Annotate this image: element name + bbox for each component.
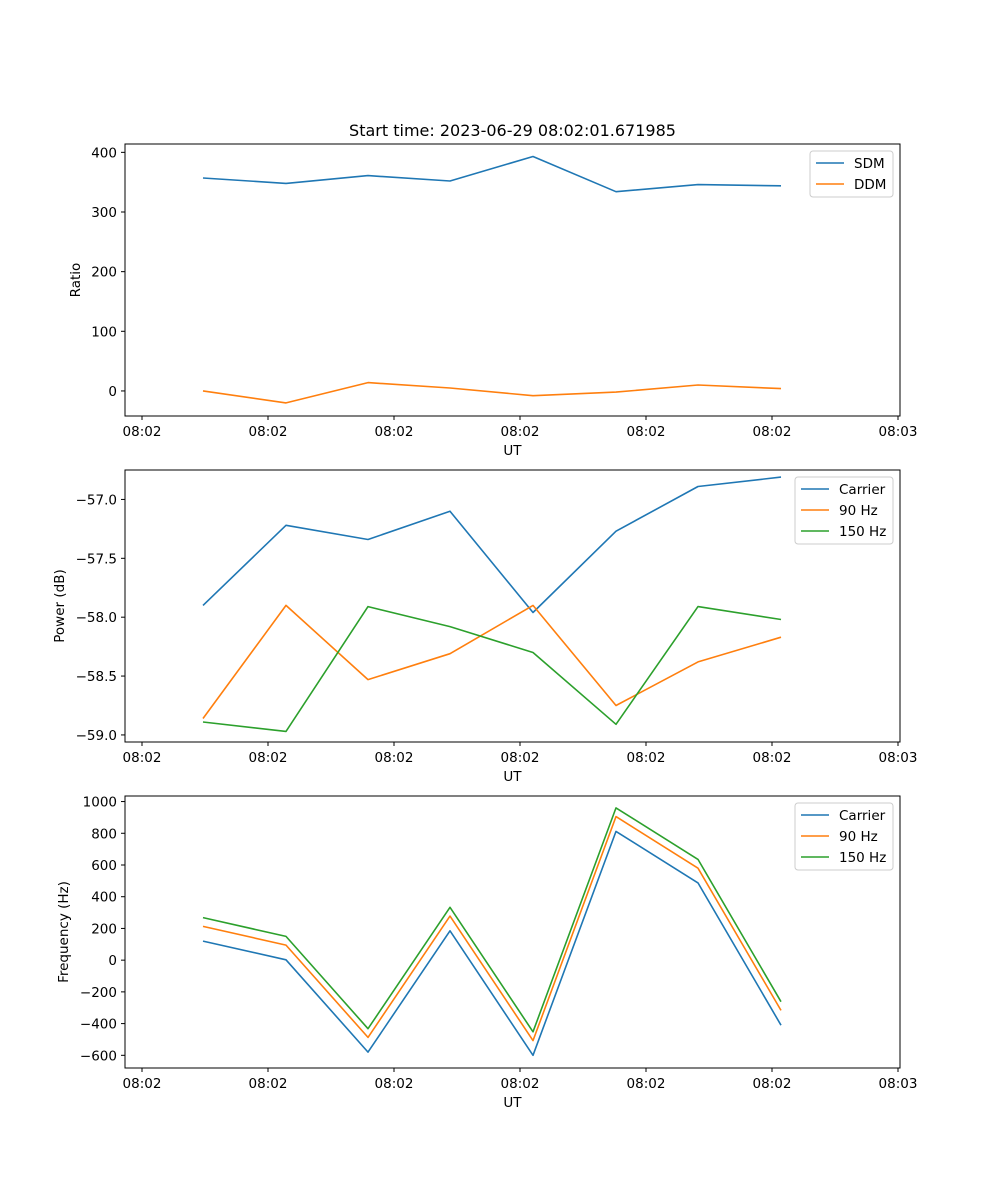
- figure-title: Start time: 2023-06-29 08:02:01.671985: [349, 121, 676, 140]
- y-tick-label: −59.0: [76, 728, 117, 744]
- legend-label: DDM: [854, 177, 886, 193]
- y-tick-label: 0: [108, 953, 117, 969]
- x-tick-label: 08:02: [123, 424, 162, 440]
- y-tick-label: 100: [91, 324, 117, 340]
- legend-label: SDM: [854, 156, 885, 172]
- chart-panel-1: 08:02 08:02 08:02 08:02 08:02 08:02 08:03 UT 0 10…: [68, 143, 918, 459]
- y-tick-label: 800: [91, 826, 117, 842]
- y-tick-label: 600: [91, 858, 117, 874]
- y-axis-label: Power (dB): [52, 569, 68, 642]
- x-tick-label: 08:02: [123, 750, 162, 766]
- legend-label: Carrier: [839, 808, 886, 824]
- y-tick-label: 200: [91, 921, 117, 937]
- legend-box: [794, 802, 894, 871]
- x-tick-label: 08:02: [249, 750, 288, 766]
- legend-box: [794, 476, 894, 545]
- chart-panel-3: 08:02 08:02 08:02 08:02 08:02 08:02 08:03 UT −60…: [56, 795, 917, 1111]
- series-line-carrier: [202, 830, 782, 1057]
- legend: Carrier 90 Hz 150 Hz: [794, 476, 894, 545]
- x-tick-label: 08:02: [753, 1076, 792, 1092]
- x-tick-label: 08:02: [627, 750, 666, 766]
- y-tick-label: −600: [80, 1048, 117, 1064]
- series-line-ddm: [202, 381, 782, 404]
- x-tick-label: 08:02: [249, 424, 288, 440]
- x-axis-label: UT: [503, 443, 522, 459]
- x-tick-label: 08:02: [501, 750, 540, 766]
- x-tick-label: 08:02: [375, 750, 414, 766]
- legend-label: 150 Hz: [839, 850, 886, 866]
- y-tick-label: −58.5: [76, 669, 117, 685]
- x-tick-label: 08:02: [123, 1076, 162, 1092]
- x-tick-label: 08:02: [501, 1076, 540, 1092]
- y-tick-label: 300: [91, 205, 117, 221]
- x-tick-label: 08:02: [753, 750, 792, 766]
- y-tick-label: −58.0: [76, 610, 117, 626]
- axes-frame: [124, 469, 901, 743]
- x-tick-label: 08:02: [375, 1076, 414, 1092]
- x-tick-label: 08:02: [501, 424, 540, 440]
- x-tick-label: 08:03: [879, 750, 918, 766]
- legend-label: 150 Hz: [839, 524, 886, 540]
- series-line-carrier: [202, 476, 782, 614]
- y-tick-label: 0: [108, 384, 117, 400]
- x-tick-label: 08:02: [753, 424, 792, 440]
- series-line-150-hz: [202, 605, 782, 733]
- chart-panel-2: 08:02 08:02 08:02 08:02 08:02 08:02 08:03 UT −59…: [52, 469, 918, 785]
- y-tick-label: −57.0: [76, 492, 117, 508]
- y-tick-label: −57.5: [76, 551, 117, 567]
- x-axis-label: UT: [503, 769, 522, 785]
- y-axis-label: Frequency (Hz): [56, 881, 72, 983]
- x-tick-label: 08:02: [375, 424, 414, 440]
- y-axis-label: Ratio: [68, 263, 84, 298]
- y-tick-label: −400: [80, 1017, 117, 1033]
- y-tick-label: 1000: [83, 795, 117, 811]
- legend: Carrier 90 Hz 150 Hz: [794, 802, 894, 871]
- legend-label: 90 Hz: [839, 503, 878, 519]
- axes-frame: [124, 795, 901, 1069]
- legend-label: 90 Hz: [839, 829, 878, 845]
- series-line-150-hz: [202, 807, 782, 1033]
- legend: SDM DDM: [809, 150, 894, 198]
- y-tick-label: 400: [91, 145, 117, 161]
- legend-label: Carrier: [839, 482, 886, 498]
- axes-frame: [124, 143, 901, 417]
- x-tick-label: 08:02: [627, 1076, 666, 1092]
- y-tick-label: 400: [91, 890, 117, 906]
- x-tick-label: 08:02: [627, 424, 666, 440]
- series-line-90-hz: [202, 815, 782, 1042]
- series-line-90-hz: [202, 604, 782, 719]
- x-tick-label: 08:02: [249, 1076, 288, 1092]
- series-line-sdm: [202, 155, 782, 193]
- x-axis-label: UT: [503, 1095, 522, 1111]
- x-tick-label: 08:03: [879, 424, 918, 440]
- y-tick-label: 200: [91, 265, 117, 281]
- x-tick-label: 08:03: [879, 1076, 918, 1092]
- y-tick-label: −200: [80, 985, 117, 1001]
